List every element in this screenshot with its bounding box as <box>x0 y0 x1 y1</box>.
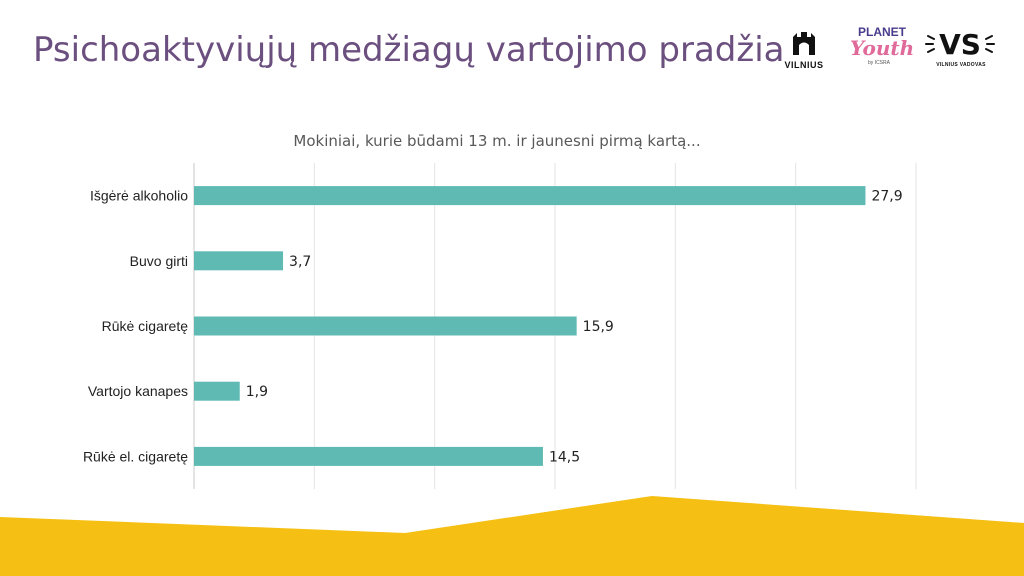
bar <box>194 316 577 336</box>
category-label: Buvo girti <box>130 253 188 269</box>
data-label: 15,9 <box>583 319 614 335</box>
bar <box>194 186 866 206</box>
vilnius-logo: VILNIUS <box>776 26 832 78</box>
tower-icon <box>793 32 815 55</box>
data-label: 27,9 <box>871 189 902 205</box>
footer-wave <box>0 496 1024 576</box>
data-label: 14,5 <box>549 449 580 465</box>
labels: Išgėrė alkoholio 27,9 Buvo girti 3,7 Rūkė ci… <box>83 188 903 466</box>
svg-text:VS: VS <box>939 28 981 60</box>
bars <box>194 186 866 466</box>
planet-logo-top: PLANET <box>858 25 906 39</box>
category-label: Rūkė el. cigaretę <box>83 448 188 464</box>
bar <box>194 446 543 466</box>
vs-logo-mark: VS <box>925 28 995 60</box>
bar <box>194 251 284 271</box>
data-label: 1,9 <box>246 384 268 400</box>
vs-logo-sub: VILNIUS VADOVAS <box>936 62 986 68</box>
category-label: Vartojo kanapes <box>88 383 188 399</box>
vs-logo: VS VILNIUS VADOVAS <box>924 26 998 78</box>
data-label: 3,7 <box>289 254 311 270</box>
vilnius-logo-text: VILNIUS <box>784 60 824 70</box>
planet-logo-main: Youth <box>850 36 915 60</box>
chart-title: Mokiniai, kurie būdami 13 m. ir jaunesni… <box>293 132 700 150</box>
bar <box>194 381 240 401</box>
logo-group: VILNIUS PLANET Youth by ICSRA VS VILNIUS… <box>770 26 1010 86</box>
category-label: Išgėrė alkoholio <box>90 188 188 204</box>
category-label: Rūkė cigaretę <box>102 318 189 334</box>
page-title: Psichoaktyviųjų medžiagų vartojimo pradž… <box>33 30 785 70</box>
bar-chart: Mokiniai, kurie būdami 13 m. ir jaunesni… <box>83 132 917 489</box>
footer-wave-shape <box>0 496 1024 576</box>
planet-logo-sub: by ICSRA <box>868 60 890 66</box>
planet-youth-logo: PLANET Youth by ICSRA <box>844 26 914 78</box>
